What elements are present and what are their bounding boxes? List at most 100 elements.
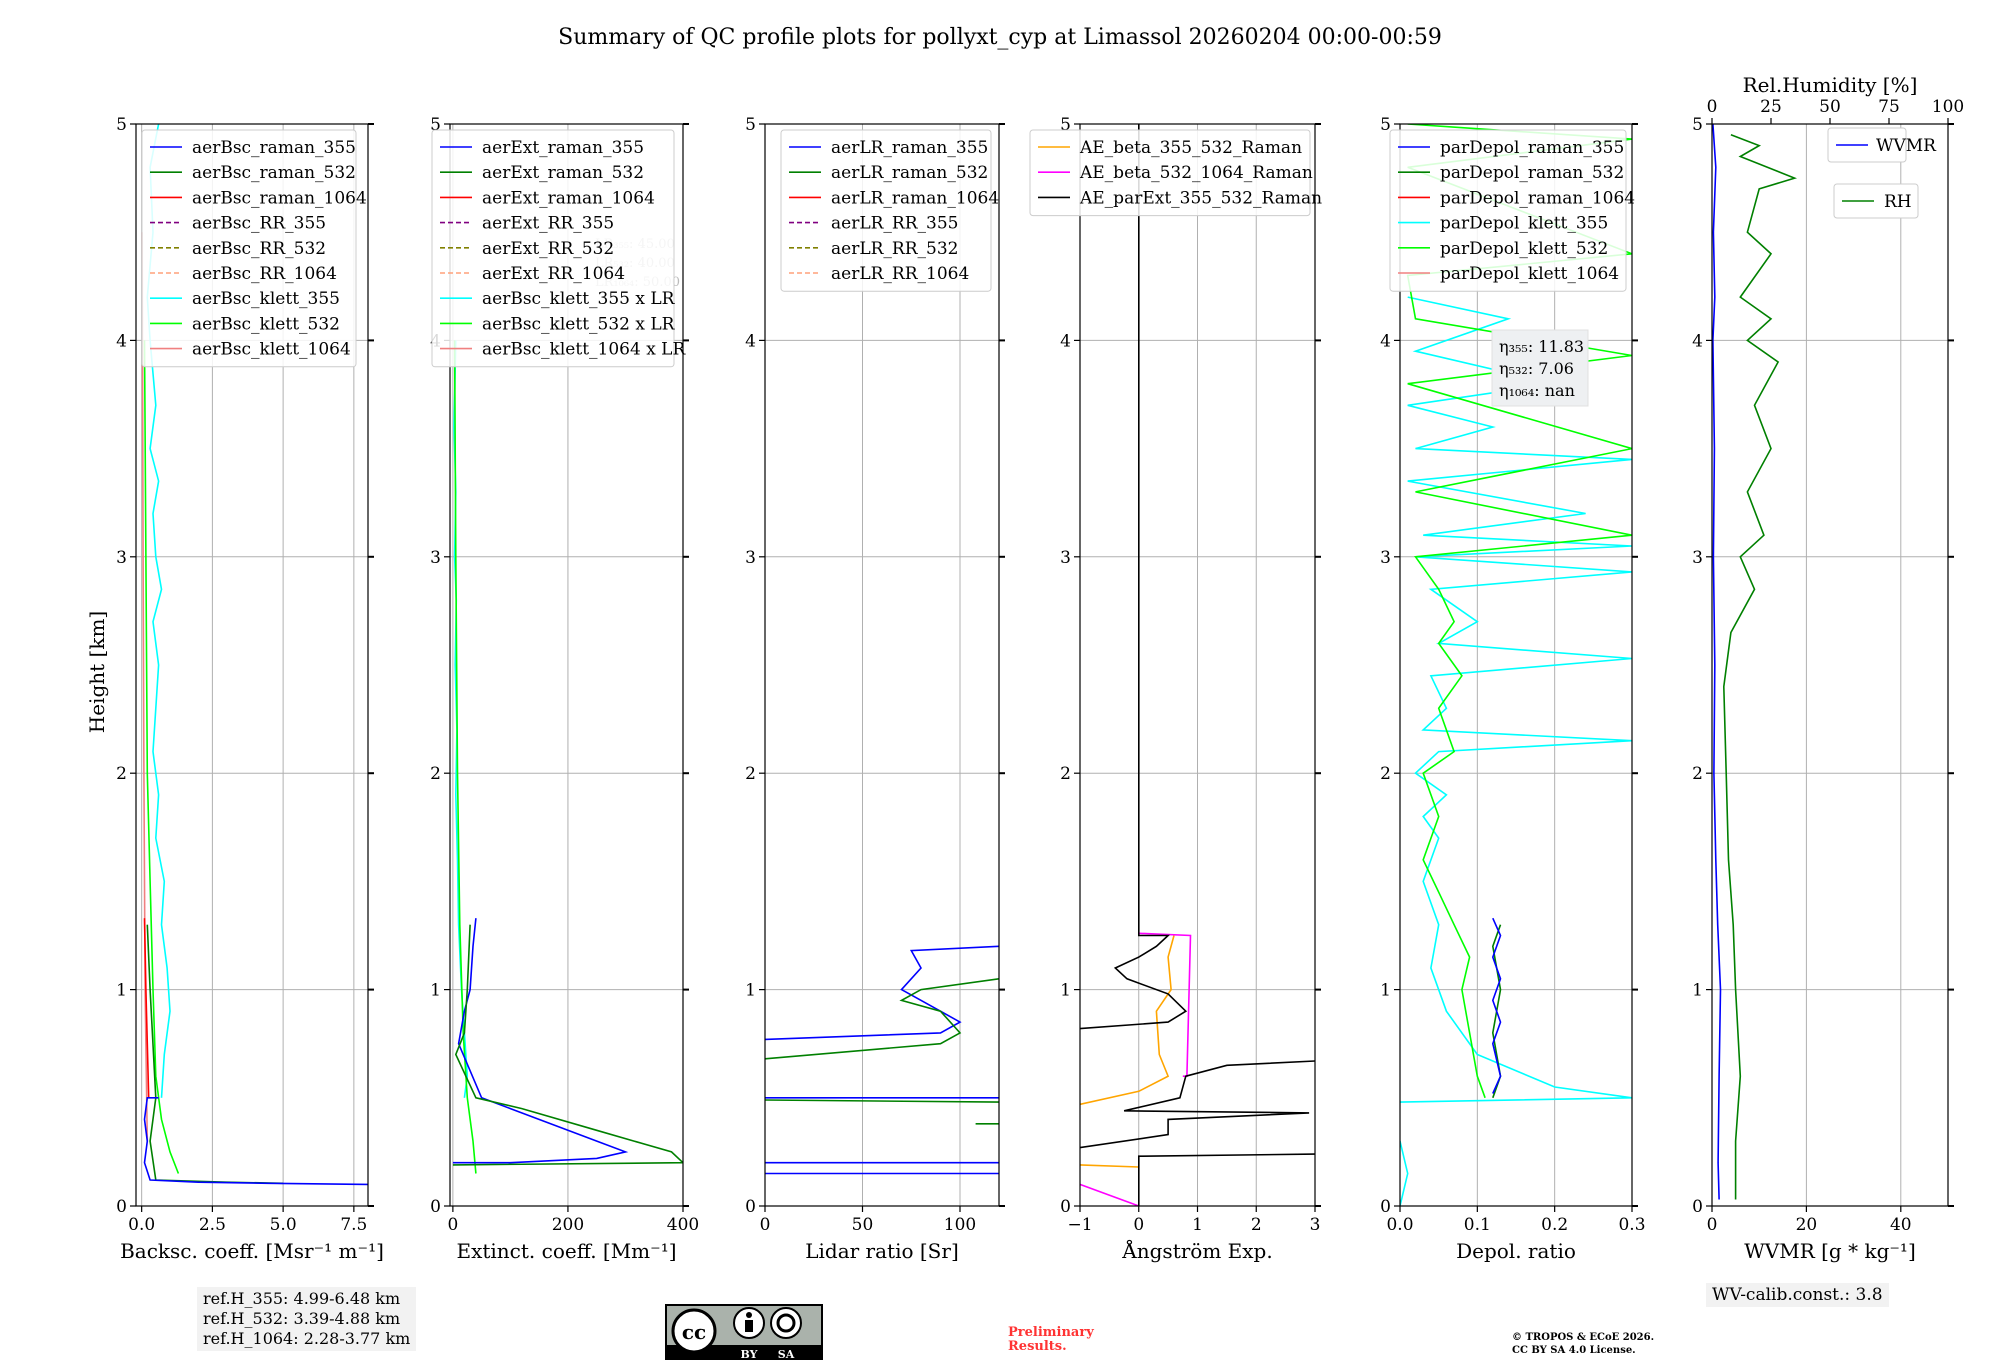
series-aerLR_raman_532_low xyxy=(765,1099,999,1103)
sa-share-icon xyxy=(770,1307,802,1339)
series-aerExt_raman_532 xyxy=(452,924,683,1166)
y-tick-label: 3 xyxy=(1692,548,1703,568)
x-tick-label: −1 xyxy=(1067,1215,1092,1235)
legend-entry: aerExt_raman_1064 xyxy=(482,188,655,208)
eta-text: η₃₅₅: 11.83 xyxy=(1499,337,1584,356)
x-tick-label: 0.0 xyxy=(128,1215,155,1235)
panel-bsc: 0 1 2 3 4 5 0.0 2.5 5.0 7.5 Backsc. coeff. [Msr⁻¹ … xyxy=(116,115,384,1263)
y-tick-label: 3 xyxy=(745,548,756,568)
legend-entry: aerBsc_klett_532 x LR xyxy=(482,314,676,334)
x2-tick-label: 0 xyxy=(1707,97,1718,117)
y-tick-label: 0 xyxy=(1692,1197,1703,1217)
legend-entry: aerLR_raman_355 xyxy=(831,138,988,158)
legend-entry: aerBsc_raman_1064 xyxy=(192,188,367,208)
legend-entry: parDepol_raman_1064 xyxy=(1440,188,1635,208)
y-tick-label: 2 xyxy=(116,764,127,784)
x-tick-label: 0 xyxy=(1707,1215,1718,1235)
series-AE_beta_355_532_Raman xyxy=(1080,935,1175,1106)
legend-entry: parDepol_raman_532 xyxy=(1440,163,1624,183)
sa-text: SA xyxy=(778,1348,795,1360)
eta-text: η₅₃₂: 7.06 xyxy=(1499,359,1574,378)
preliminary-line-2: Results. xyxy=(1008,1339,1067,1354)
y-tick-label: 1 xyxy=(1380,981,1391,1001)
y-tick-label: 1 xyxy=(430,981,441,1001)
y-tick-label: 4 xyxy=(1692,331,1703,351)
series-AE_parExt_355_532_Raman xyxy=(1080,124,1188,1030)
x-tick-label: 1 xyxy=(1192,1215,1203,1235)
x-tick-label: 0.0 xyxy=(1386,1215,1413,1235)
x2-tick-label: 25 xyxy=(1760,97,1782,117)
figure-title: Summary of QC profile plots for pollyxt_… xyxy=(558,25,1442,50)
y-tick-label: 5 xyxy=(1692,115,1703,135)
series-RH xyxy=(1722,134,1798,1200)
x-tick-label: 400 xyxy=(667,1215,699,1235)
x-tick-label: 0 xyxy=(447,1215,458,1235)
legend-entry: parDepol_klett_355 xyxy=(1440,214,1608,234)
legend-entry: aerExt_RR_355 xyxy=(482,214,614,234)
y-tick-label: 3 xyxy=(1380,548,1391,568)
legend-entry: aerLR_raman_532 xyxy=(831,163,988,183)
reference-heights-box: ref.H_355: 4.99-6.48 km ref.H_532: 3.39-… xyxy=(197,1287,417,1351)
series-group xyxy=(1712,124,1798,1200)
y-tick-label: 4 xyxy=(116,331,127,351)
x-tick-label: 100 xyxy=(944,1215,976,1235)
legend-rh xyxy=(1833,183,1919,219)
ref-height-532: ref.H_532: 3.39-4.88 km xyxy=(203,1309,401,1328)
x-tick-label: 200 xyxy=(552,1215,584,1235)
y-tick-label: 5 xyxy=(430,115,441,135)
copyright-line-2: CC BY SA 4.0 License. xyxy=(1512,1345,1636,1356)
preliminary-results: Preliminary Results. xyxy=(1008,1326,1094,1354)
eta-box xyxy=(1491,329,1589,407)
legend-entry: parDepol_klett_1064 xyxy=(1440,264,1619,284)
series-parDepol_klett_532 xyxy=(1406,124,1632,1099)
y-tick-label: 4 xyxy=(745,331,756,351)
eta-text: η₁₀₆₄: nan xyxy=(1499,381,1575,400)
legend-entry: aerBsc_klett_1064 x LR xyxy=(482,340,686,360)
copyright-note: © TROPOS & ECoE 2026. CC BY SA 4.0 Licen… xyxy=(1512,1331,1654,1357)
wv-calib-box: WV-calib.const.: 3.8 xyxy=(1706,1283,1889,1307)
y-tick-label: 1 xyxy=(745,981,756,1001)
legend-entry: aerLR_RR_532 xyxy=(831,239,958,259)
y-tick-label: 1 xyxy=(1060,981,1071,1001)
panel-dep: 0 1 2 3 4 5 0.0 0.1 0.2 0.3 Depol. ratio η₃₅₅: 11.8… xyxy=(1380,115,1645,1263)
legend-entry: WVMR xyxy=(1876,136,1937,156)
legend-entry: AE_beta_355_532_Raman xyxy=(1079,138,1302,158)
y-tick-label: 5 xyxy=(745,115,756,135)
x-tick-label: 3 xyxy=(1310,1215,1321,1235)
series-group xyxy=(1400,124,1632,1206)
y-tick-label: 5 xyxy=(116,115,127,135)
x-tick-label: 0.1 xyxy=(1464,1215,1491,1235)
x-tick-label: 2.5 xyxy=(199,1215,226,1235)
legend-entry: aerLR_RR_1064 xyxy=(831,264,969,284)
x-tick-label: 0.2 xyxy=(1541,1215,1568,1235)
y-tick-label: 0 xyxy=(745,1197,756,1217)
legend-entry: RH xyxy=(1884,192,1912,212)
x-tick-label: 0.3 xyxy=(1618,1215,1645,1235)
copyright-line-1: © TROPOS & ECoE 2026. xyxy=(1512,1332,1655,1343)
y-tick-label: 1 xyxy=(1692,981,1703,1001)
by-text: BY xyxy=(741,1348,758,1360)
series-aerBsc_raman_1064 xyxy=(143,918,150,1098)
legend-lr xyxy=(780,129,992,292)
x-tick-label: 2 xyxy=(1251,1215,1262,1235)
y-tick-label: 5 xyxy=(1380,115,1391,135)
series-aerBsc_klett_532 x LR xyxy=(453,340,477,1174)
x-tick-label: 20 xyxy=(1796,1215,1818,1235)
legend-entry: aerBsc_RR_355 xyxy=(192,214,326,234)
legend-entry: aerBsc_klett_532 xyxy=(192,314,340,334)
plot-frame xyxy=(764,123,1000,1207)
x2-tick-label: 50 xyxy=(1819,97,1841,117)
y-tick-label: 3 xyxy=(116,548,127,568)
x2-axis-label: Rel.Humidity [%] xyxy=(1743,73,1918,97)
y-tick-label: 2 xyxy=(1380,764,1391,784)
series-WVMR xyxy=(1712,124,1722,1200)
ref-height-355: ref.H_355: 4.99-6.48 km xyxy=(203,1289,401,1308)
x-axis-label: Lidar ratio [Sr] xyxy=(805,1239,959,1263)
series-parDepol_raman_355 xyxy=(1491,917,1502,1094)
y-tick-label: 0 xyxy=(1380,1197,1391,1217)
series-aerBsc_klett_1064 xyxy=(141,232,149,1142)
legend-ae xyxy=(1029,129,1311,217)
y-tick-label: 3 xyxy=(1060,548,1071,568)
